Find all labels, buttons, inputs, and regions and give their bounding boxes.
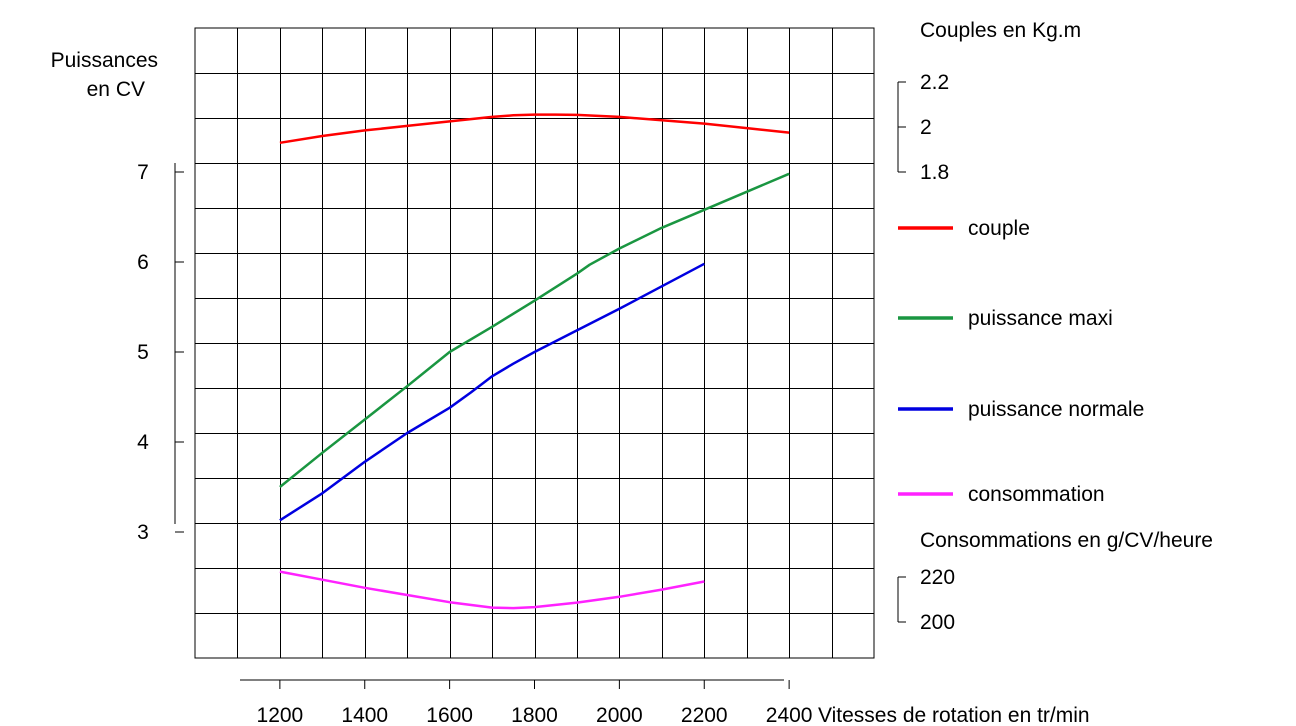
series-line-couple bbox=[279, 113, 790, 145]
conso-axis-label: Consommations en g/CV/heure bbox=[920, 529, 1213, 552]
x-tick-label: 2000 bbox=[596, 704, 643, 726]
secondary-tick-label: 220 bbox=[920, 566, 955, 589]
legend-label: consommation bbox=[968, 483, 1105, 506]
x-tick-label: 1200 bbox=[257, 704, 304, 726]
x-tick-label: 2200 bbox=[681, 704, 728, 726]
y-ticks: 3 4 5 6 7 bbox=[137, 161, 184, 544]
secondary-tick-label: 2.2 bbox=[920, 71, 949, 94]
legend: couple puissance maxi puissance normale con… bbox=[898, 217, 1144, 506]
legend-label: puissance normale bbox=[968, 398, 1144, 421]
x-tick-label: 1600 bbox=[426, 704, 473, 726]
x-tick-label: 1800 bbox=[511, 704, 558, 726]
secondary-tick-label: 2 bbox=[920, 116, 932, 139]
series-line-puissance-maxi bbox=[279, 172, 790, 488]
conso-ticks: 200 220 bbox=[897, 566, 955, 634]
y-tick-label: 4 bbox=[137, 431, 149, 454]
series-line-puissance-normale bbox=[279, 262, 705, 522]
x-tick-label: 2400 bbox=[766, 704, 813, 726]
y-axis-left-label-line2: en CV bbox=[87, 78, 145, 101]
x-axis-label: Vitesses de rotation en tr/min bbox=[818, 704, 1090, 726]
secondary-tick-label: 1.8 bbox=[920, 161, 949, 184]
grid bbox=[194, 27, 875, 659]
legend-label: puissance maxi bbox=[968, 307, 1113, 330]
legend-label: couple bbox=[968, 217, 1030, 240]
y-tick-label: 7 bbox=[137, 161, 149, 184]
series-line-consommation bbox=[279, 570, 705, 610]
couple-axis-label: Couples en Kg.m bbox=[920, 19, 1081, 42]
y-axis-couple: Couples en Kg.m 1.8 2 2.2 bbox=[897, 19, 1081, 184]
x-ticks: 1200 1400 1600 1800 2000 2200 2400 bbox=[257, 680, 813, 726]
y-axis-conso: Consommations en g/CV/heure 200 220 bbox=[897, 529, 1213, 634]
y-axis-left-label-line1: Puissances bbox=[51, 49, 158, 72]
x-axis: 1200 1400 1600 1800 2000 2200 2400 Vitesses de… bbox=[240, 679, 1090, 726]
y-tick-label: 3 bbox=[137, 521, 149, 544]
couple-ticks: 1.8 2 2.2 bbox=[897, 71, 949, 184]
y-axis-left: 3 4 5 6 7 Puissances en CV bbox=[51, 49, 184, 544]
y-tick-label: 6 bbox=[137, 251, 149, 274]
y-tick-label: 5 bbox=[137, 341, 149, 364]
x-tick-label: 1400 bbox=[341, 704, 388, 726]
series-lines bbox=[279, 113, 790, 610]
secondary-tick-label: 200 bbox=[920, 611, 955, 634]
